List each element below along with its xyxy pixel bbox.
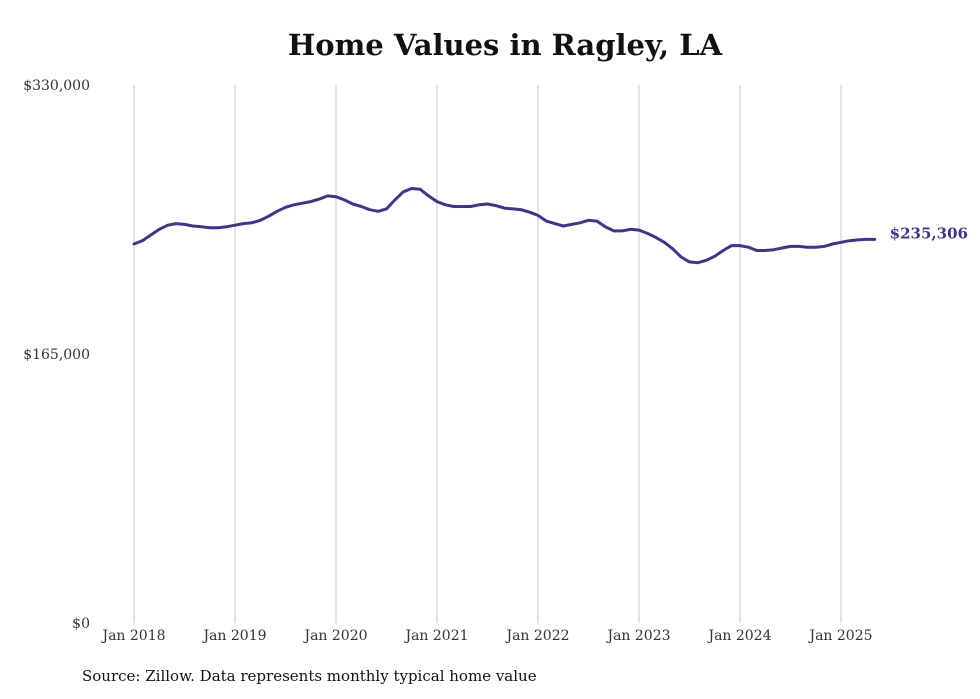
source-note: Source: Zillow. Data represents monthly … bbox=[82, 667, 537, 685]
y-tick-label: $0 bbox=[72, 616, 90, 632]
series-line bbox=[132, 187, 877, 265]
x-axis: Jan 2018 Jan 2019 Jan 2020 Jan 2021 Jan 2022… bbox=[100, 628, 872, 644]
series-layer: $235,306 bbox=[132, 187, 968, 265]
x-tick-label: Jan 2020 bbox=[302, 628, 367, 644]
x-tick-label: Jan 2023 bbox=[605, 628, 670, 644]
x-tick-label: Jan 2019 bbox=[201, 628, 266, 644]
x-tick-label: Jan 2025 bbox=[807, 628, 872, 644]
chart-title: Home Values in Ragley, LA bbox=[287, 28, 723, 62]
x-tick-label: Jan 2021 bbox=[403, 628, 468, 644]
y-tick-label: $330,000 bbox=[23, 78, 90, 94]
x-tick-label: Jan 2018 bbox=[100, 628, 165, 644]
y-tick-label: $165,000 bbox=[23, 347, 90, 363]
x-tick-label: Jan 2024 bbox=[706, 628, 771, 644]
x-tick-label: Jan 2022 bbox=[504, 628, 569, 644]
grid-lines bbox=[133, 85, 842, 623]
y-axis: $330,000 $165,000 $0 bbox=[23, 78, 90, 632]
end-value-label: $235,306 bbox=[890, 224, 968, 242]
